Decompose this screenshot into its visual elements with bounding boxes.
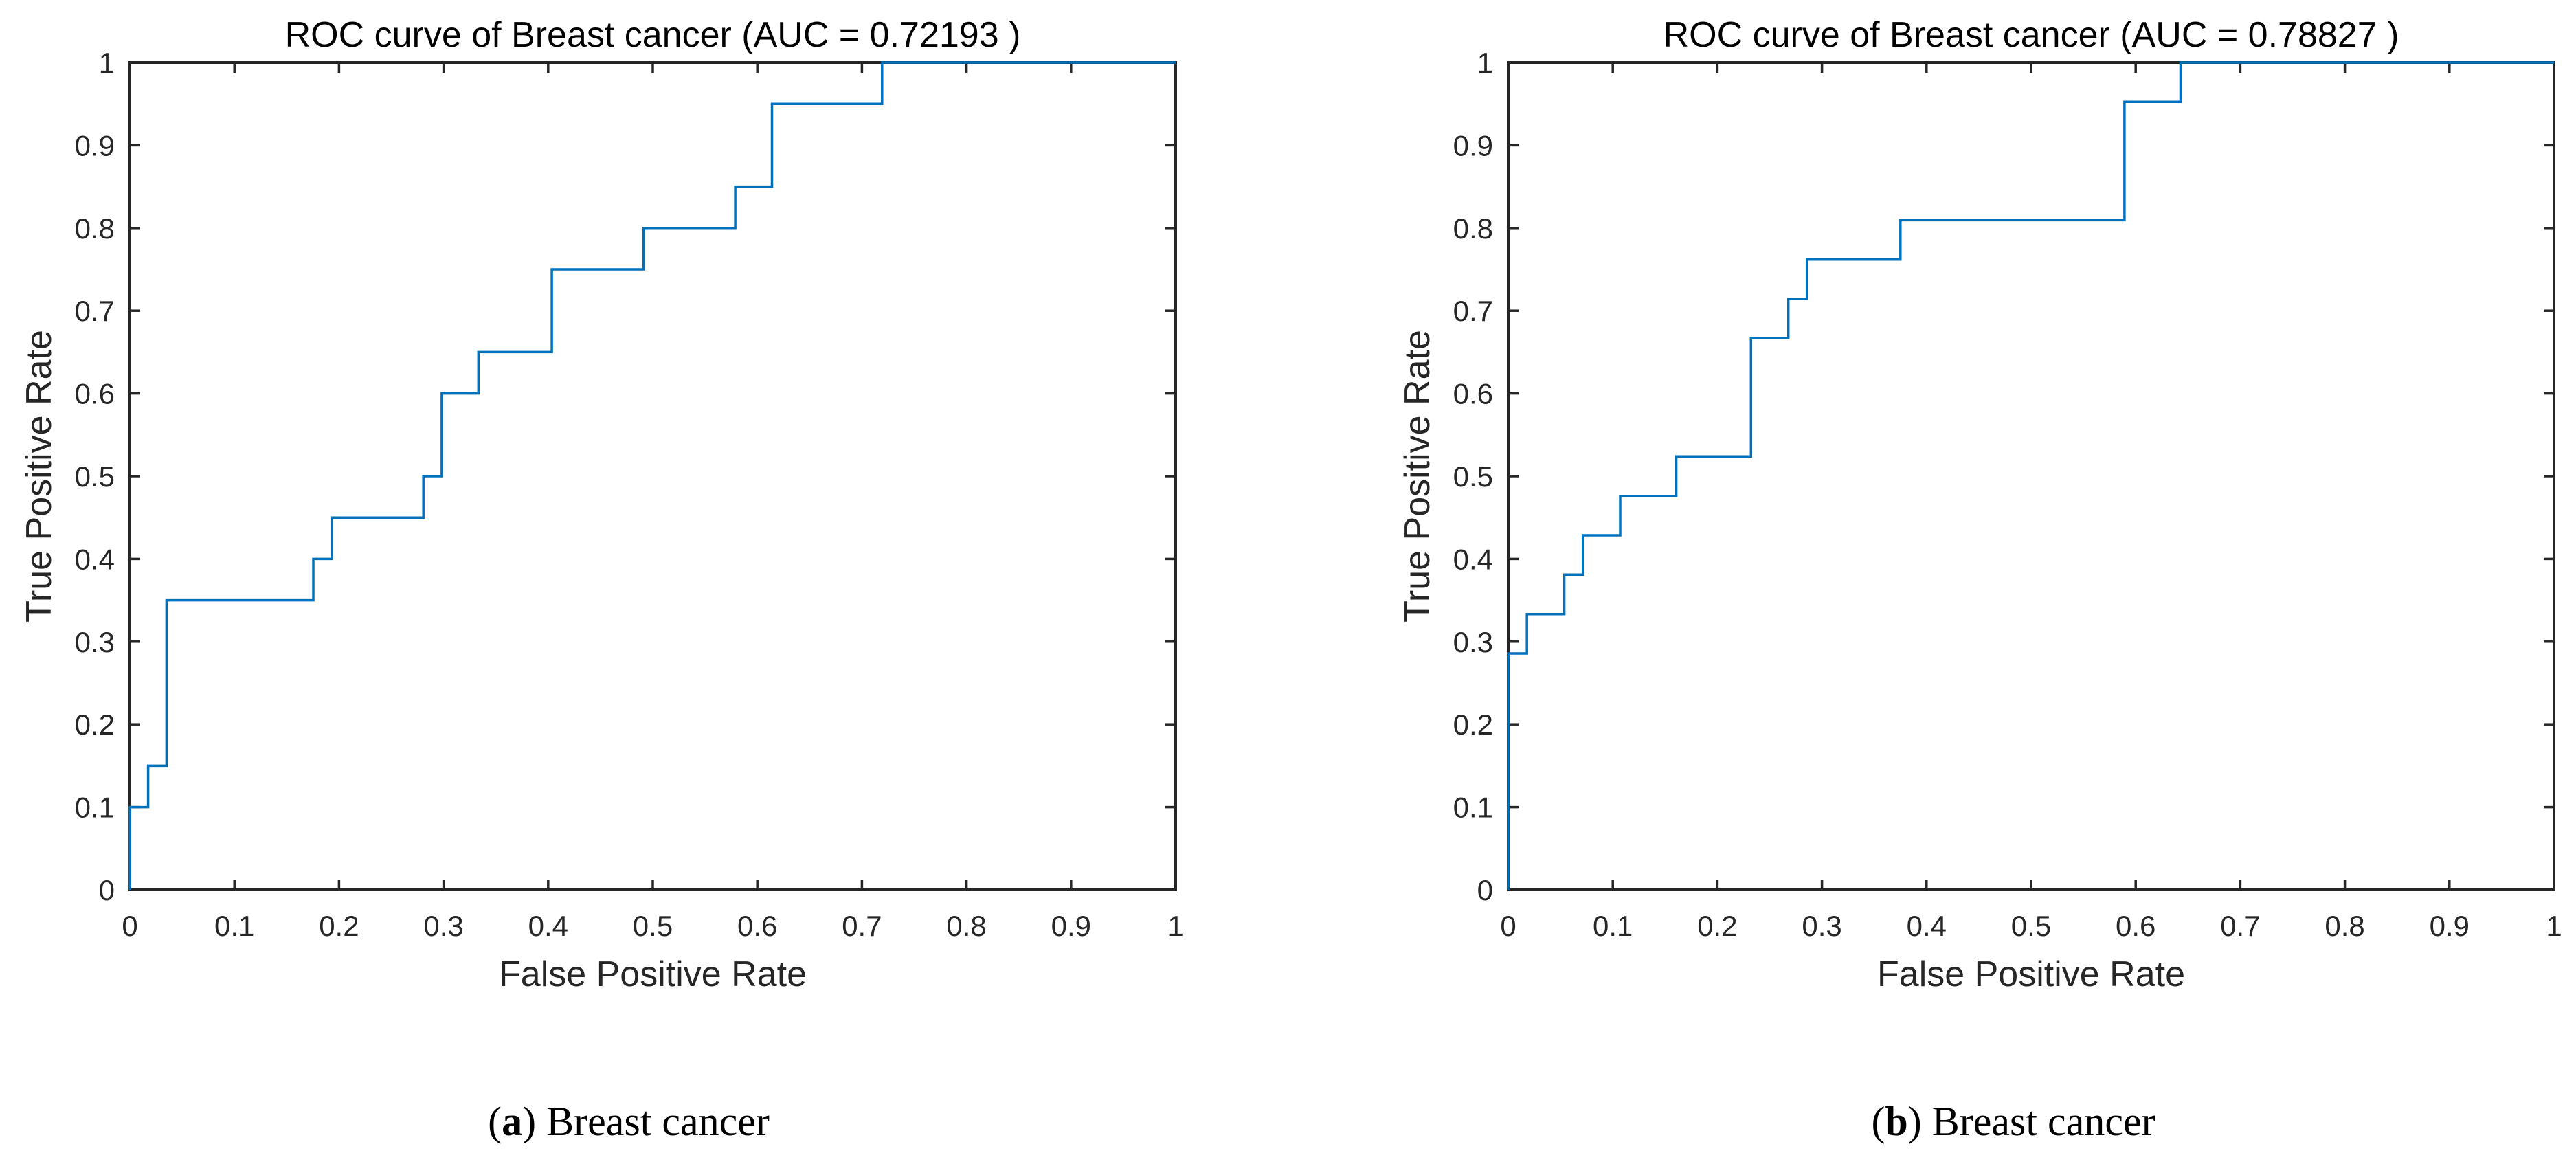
y-tick-label: 0.5 <box>75 460 115 493</box>
y-tick-label: 1 <box>99 47 115 79</box>
x-tick-label: 0.8 <box>946 910 986 942</box>
caption-b: (b) Breast cancer <box>1871 1101 2155 1142</box>
y-tick-label: 0.3 <box>1453 626 1493 658</box>
x-tick-label: 0.5 <box>633 910 673 942</box>
x-tick-label: 0.6 <box>737 910 777 942</box>
x-tick-label: 0.9 <box>1051 910 1091 942</box>
x-tick-label: 0.3 <box>423 910 463 942</box>
y-tick-label: 0.2 <box>1453 708 1493 741</box>
y-tick-label: 0 <box>1477 874 1493 906</box>
y-tick-label: 0.1 <box>1453 792 1493 824</box>
caption-a-rest: ) Breast cancer <box>522 1099 770 1144</box>
caption-b-open-paren: ( <box>1871 1099 1885 1144</box>
y-tick-label: 0.8 <box>75 212 115 245</box>
y-tick-label: 0.7 <box>75 295 115 327</box>
y-tick-label: 0.9 <box>1453 129 1493 161</box>
x-tick-label: 0 <box>122 910 137 942</box>
axes-box <box>1507 61 2555 891</box>
x-tick-label: 0.1 <box>214 910 254 942</box>
x-tick-label: 0.5 <box>2011 910 2051 942</box>
y-tick-label: 0.7 <box>1453 295 1493 327</box>
x-tick-label: 1 <box>2546 910 2562 942</box>
plot-b-title: ROC curve of Breast cancer (AUC = 0.7882… <box>1663 15 2399 55</box>
y-tick-label: 0.6 <box>75 378 115 410</box>
x-tick-label: 0.7 <box>842 910 882 942</box>
x-tick-label: 0.4 <box>1907 910 1947 942</box>
y-tick-label: 0.9 <box>75 129 115 161</box>
x-tick-label: 0.8 <box>2325 910 2364 942</box>
plot-b-xlabel: False Positive Rate <box>1877 954 2185 994</box>
x-tick-label: 0.9 <box>2430 910 2469 942</box>
x-tick-label: 0.2 <box>319 910 359 942</box>
x-tick-label: 0.7 <box>2220 910 2260 942</box>
roc-curve <box>1507 61 2554 890</box>
y-tick-label: 0.3 <box>75 626 115 658</box>
tick-labels: 0 0.1 0.2 0.3 0.4 0.5 0.6 0.7 0.8 0.9 1 0 0.1 0.2 0.3 0… <box>75 47 1184 942</box>
x-tick-label: 0.4 <box>528 910 568 942</box>
axes-box <box>128 61 1177 891</box>
y-tick-label: 0.8 <box>1453 212 1493 245</box>
y-tick-label: 0 <box>99 874 115 906</box>
caption-a-open-paren: ( <box>488 1099 502 1144</box>
x-tick-label: 1 <box>1167 910 1183 942</box>
caption-b-letter: b <box>1885 1099 1908 1144</box>
tick-marks <box>1507 61 2555 891</box>
plot-a-ylabel: True Positive Rate <box>19 330 59 623</box>
plot-a-xlabel: False Positive Rate <box>499 954 807 994</box>
y-tick-label: 0.4 <box>75 543 115 575</box>
x-tick-label: 0.6 <box>2116 910 2155 942</box>
tick-marks <box>128 61 1177 891</box>
plot-a-title: ROC curve of Breast cancer (AUC = 0.7219… <box>284 15 1021 55</box>
caption-a: (a) Breast cancer <box>488 1101 770 1142</box>
y-tick-label: 0.6 <box>1453 378 1493 410</box>
caption-b-rest: ) Breast cancer <box>1907 1099 2155 1144</box>
y-tick-label: 0.5 <box>1453 460 1493 493</box>
tick-labels: 0 0.1 0.2 0.3 0.4 0.5 0.6 0.7 0.8 0.9 1 0 0.1 0.2 0.3 0… <box>1453 47 2562 942</box>
y-tick-label: 0.1 <box>75 792 115 824</box>
roc-plot-b: 0 0.1 0.2 0.3 0.4 0.5 0.6 0.7 0.8 0.9 1 0 0.1 0.2 0.3 0… <box>1453 47 2562 942</box>
y-tick-label: 0.2 <box>75 708 115 741</box>
y-tick-label: 1 <box>1477 47 1493 79</box>
y-tick-label: 0.4 <box>1453 543 1493 575</box>
caption-a-letter: a <box>502 1099 523 1144</box>
roc-plot-a: 0 0.1 0.2 0.3 0.4 0.5 0.6 0.7 0.8 0.9 1 0 0.1 0.2 0.3 0… <box>75 47 1184 942</box>
x-tick-label: 0.1 <box>1593 910 1633 942</box>
x-tick-label: 0.3 <box>1802 910 1841 942</box>
roc-curve <box>128 61 1176 890</box>
x-tick-label: 0.2 <box>1697 910 1737 942</box>
x-tick-label: 0 <box>1500 910 1516 942</box>
plot-b-ylabel: True Positive Rate <box>1398 330 1437 623</box>
